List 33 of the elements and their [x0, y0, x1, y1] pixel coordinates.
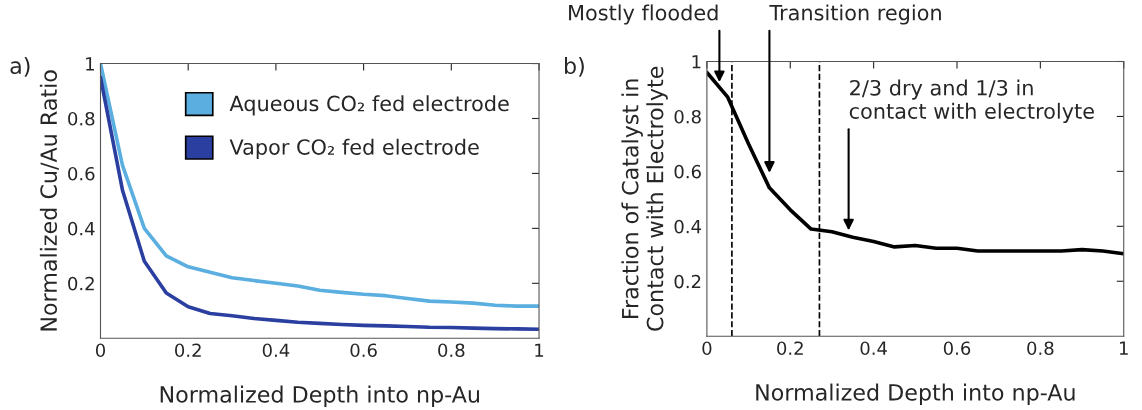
y-tick-label: 0.2: [68, 276, 94, 291]
annotation: Transition region: [769, 4, 941, 25]
x-tick-label: 0: [702, 341, 712, 356]
x-tick-label: 0.2: [777, 341, 803, 356]
y-axis-title: Normalized Cu/Au Ratio: [39, 70, 59, 331]
y-tick-label: 1: [692, 55, 701, 69]
y-tick-label: 0.6: [674, 164, 701, 179]
x-tick-label: 0.6: [350, 343, 377, 358]
text: b): [565, 56, 584, 77]
y-tick-label: 0.2: [674, 274, 701, 289]
y-tick-label: 0.4: [68, 221, 95, 236]
y-axis-title: Fraction of Catalyst in Contact with Electrolyte: [621, 66, 668, 331]
x-tick-label: 0.8: [1027, 341, 1054, 356]
y-tick-label: 0.4: [674, 219, 702, 234]
x-axis-title: Normalized Depth into np-Au: [160, 385, 479, 408]
x-axis-title: Normalized Depth into np-Au: [756, 383, 1075, 406]
y-tick-label: 0.8: [68, 111, 95, 126]
x-tick-label: 1: [535, 343, 544, 357]
y-tick-label: 0.6: [68, 166, 95, 181]
x-tick-label: 0: [95, 343, 106, 358]
x-tick-label: 1: [1119, 341, 1128, 355]
x-tick-label: 0.4: [860, 341, 887, 356]
legend-label: Vapor CO₂ fed electrode: [229, 138, 479, 159]
y-tick-label: 0.8: [674, 109, 701, 124]
text: a): [10, 56, 30, 77]
x-tick-label: 0.6: [943, 341, 971, 356]
y-tick-label: 1: [86, 57, 94, 71]
x-tick-label: 0.8: [438, 343, 465, 358]
annotation: 2/3 dry and 1/3 in contact with electrolyte: [849, 79, 1094, 123]
annotation: Mostly flooded: [569, 4, 718, 25]
legend-label: Aqueous CO₂ fed electrode: [229, 95, 509, 116]
x-tick-label: 0.2: [175, 343, 201, 358]
x-tick-label: 0.4: [262, 343, 290, 358]
